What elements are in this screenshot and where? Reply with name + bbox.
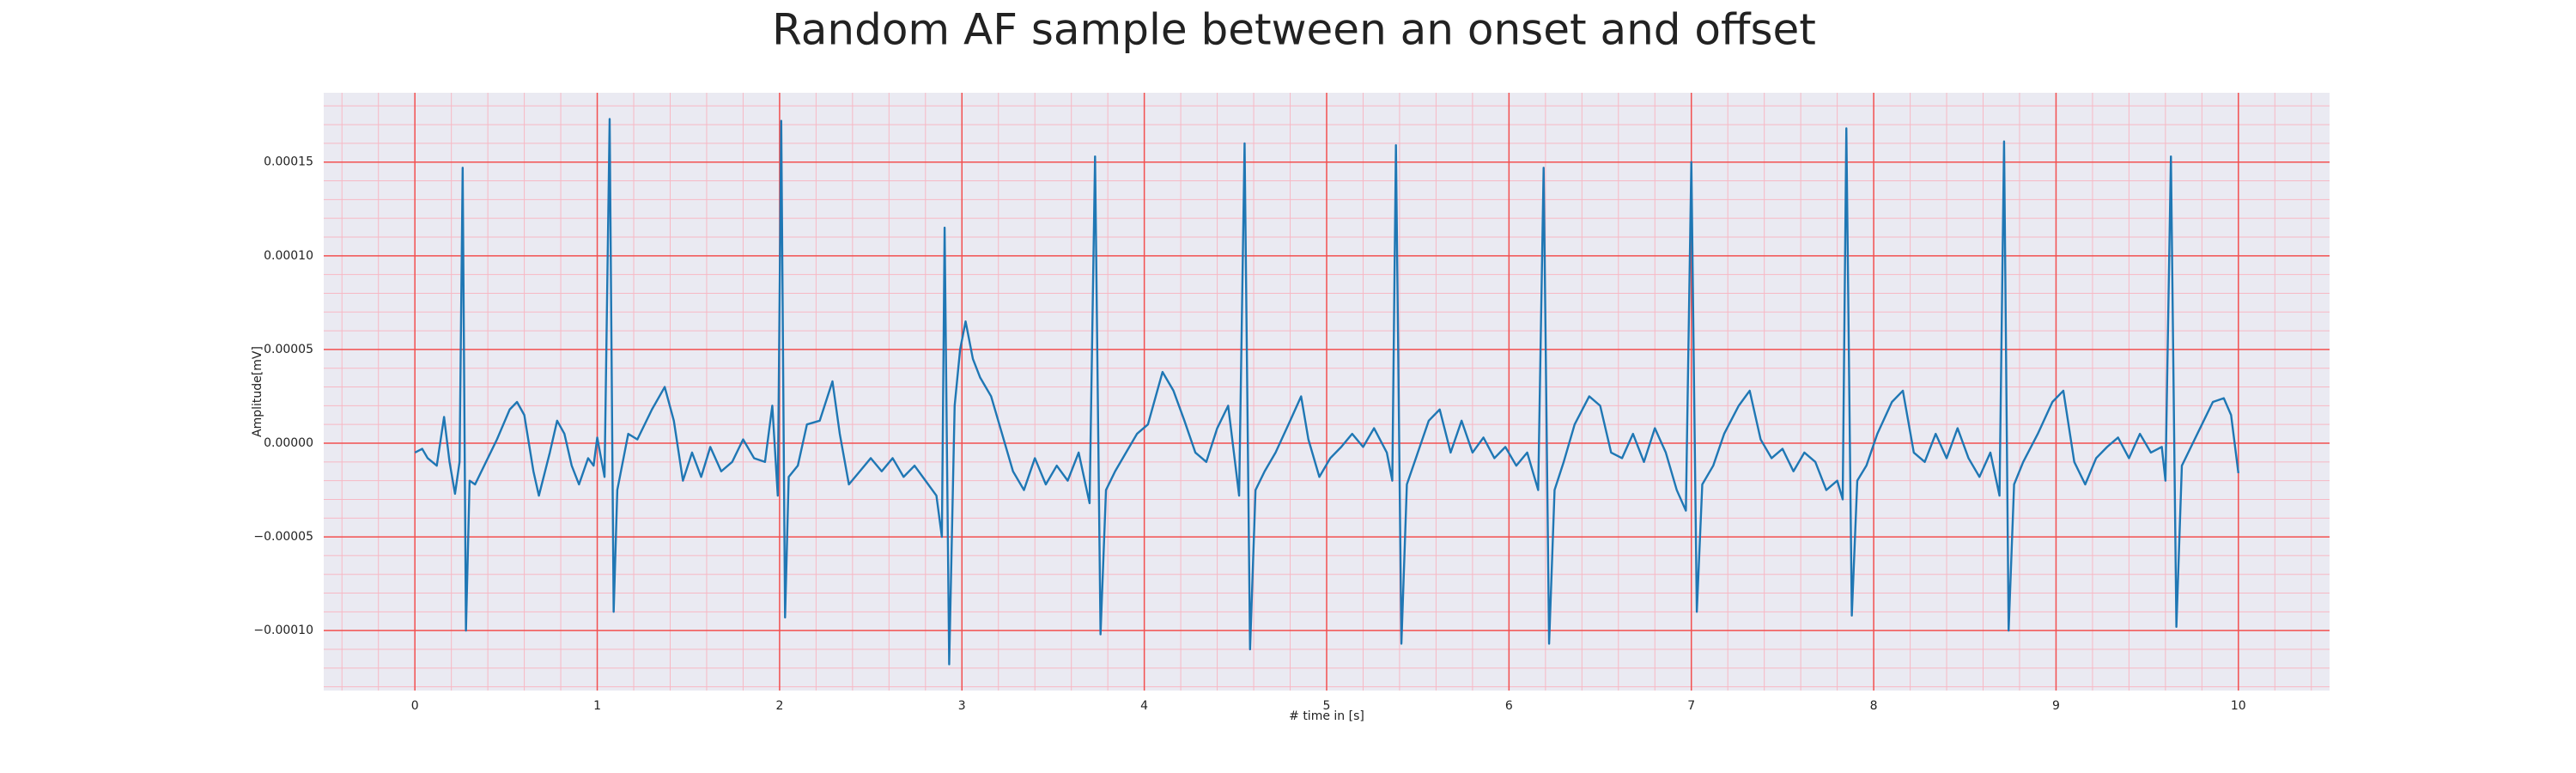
- x-tick-label: 8: [1870, 699, 1878, 713]
- y-tick-label: 0.00010: [264, 249, 313, 263]
- x-tick-label: 1: [593, 699, 601, 713]
- x-axis-label: # time in [s]: [1289, 709, 1364, 723]
- y-tick-label: 0.00000: [264, 436, 313, 450]
- y-tick-label: −0.00010: [253, 624, 313, 637]
- x-tick-label: 3: [958, 699, 966, 713]
- signal-line: [414, 118, 2240, 666]
- y-tick-label: −0.00005: [253, 530, 313, 544]
- y-tick-label: 0.00015: [264, 155, 313, 169]
- x-tick-label: 6: [1505, 699, 1513, 713]
- x-tick-label: 5: [1323, 699, 1331, 713]
- x-tick-label: 0: [411, 699, 419, 713]
- x-tick-label: 10: [2231, 699, 2246, 713]
- x-tick-label: 9: [2052, 699, 2060, 713]
- y-tick-label: 0.00005: [264, 343, 313, 356]
- x-tick-label: 4: [1140, 699, 1148, 713]
- y-axis-label: Amplitude[mV]: [251, 346, 264, 437]
- chart-title: Random AF sample between an onset and of…: [772, 5, 1816, 55]
- x-tick-label: 2: [775, 699, 783, 713]
- x-tick-label: 7: [1687, 699, 1695, 713]
